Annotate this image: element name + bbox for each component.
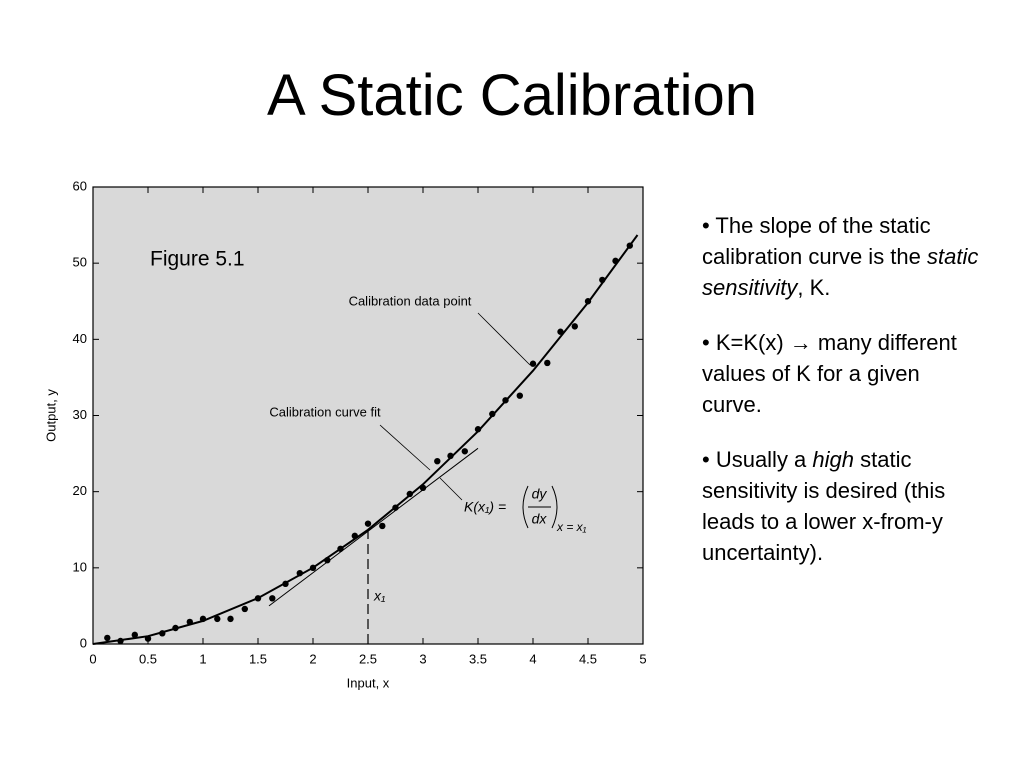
x-tick-label: 2.5 xyxy=(359,651,377,666)
x-tick-label: 3.5 xyxy=(469,651,487,666)
bullet-text: • The slope of the static calibration cu… xyxy=(702,213,931,269)
data-point xyxy=(599,276,606,284)
data-point xyxy=(337,545,344,552)
data-point xyxy=(557,328,564,335)
x-tick-label: 3 xyxy=(419,651,426,666)
y-tick-label: 0 xyxy=(80,635,87,650)
data-point xyxy=(612,257,619,265)
data-point xyxy=(254,595,262,602)
x-tick-label: 2 xyxy=(309,651,316,666)
annotation-leader xyxy=(477,312,531,366)
data-point xyxy=(296,569,303,577)
data-point xyxy=(584,298,592,305)
formula-denominator: dx xyxy=(532,511,548,527)
x-tick-label: 0.5 xyxy=(139,651,157,666)
formula-numerator: dy xyxy=(532,486,548,502)
bullet-list: • The slope of the static calibration cu… xyxy=(702,210,982,592)
bullet: • Usually a high static sensitivity is d… xyxy=(702,444,982,568)
formula-lhs: K(x₁) = xyxy=(464,499,506,515)
data-point xyxy=(626,242,633,249)
y-tick-label: 10 xyxy=(73,559,87,574)
data-point xyxy=(419,484,427,492)
data-point xyxy=(241,605,248,613)
y-tick-label: 50 xyxy=(73,255,87,270)
data-point xyxy=(379,522,386,530)
y-tick-label: 20 xyxy=(73,483,87,498)
data-point xyxy=(447,452,454,460)
x-tick-label: 4.5 xyxy=(579,651,597,666)
chart: 0 0.5 1 1.5 2 2.5 3 3.5 4 4.5 50102030405060Input,… xyxy=(43,178,646,690)
data-point xyxy=(104,634,111,642)
paren xyxy=(551,485,558,529)
data-point xyxy=(489,410,496,418)
data-point xyxy=(406,490,413,498)
marker-label: x₁ xyxy=(373,588,386,604)
data-point xyxy=(544,359,551,367)
data-point xyxy=(324,557,331,564)
x-tick-label: 4 xyxy=(529,651,536,666)
data-point xyxy=(474,426,482,433)
data-point xyxy=(434,458,441,465)
annotation: Calibration curve fit xyxy=(269,404,381,419)
data-point xyxy=(571,323,578,330)
data-point xyxy=(172,624,179,632)
data-point xyxy=(529,360,537,367)
data-point xyxy=(309,564,317,572)
formula-subscript: x = x₁ xyxy=(556,520,587,534)
y-axis-label: Output, y xyxy=(43,389,58,442)
data-point xyxy=(214,615,221,623)
x-tick-label: 0 xyxy=(89,651,96,666)
data-point xyxy=(461,448,468,455)
annotation-leader xyxy=(439,477,463,501)
data-point xyxy=(392,504,399,511)
data-point xyxy=(117,637,124,645)
data-point xyxy=(282,580,289,588)
data-point xyxy=(199,615,207,623)
bullet-text: , K. xyxy=(797,275,831,300)
bullet-text: static sensitivity is desired (this lead… xyxy=(702,447,946,565)
paren xyxy=(522,485,529,529)
y-tick-label: 40 xyxy=(73,331,87,346)
data-point xyxy=(269,595,276,602)
data-point xyxy=(227,615,234,623)
bullet-text: static sensitivity xyxy=(702,244,979,300)
bullet: • K=K(x) → many different values of K fo… xyxy=(702,327,982,420)
data-point xyxy=(351,532,358,540)
x-tick-label: 1 xyxy=(199,651,206,666)
y-tick-label: 60 xyxy=(73,178,87,193)
x-tick-label: 5 xyxy=(639,651,646,666)
bullet: • The slope of the static calibration cu… xyxy=(702,210,982,303)
annotation-leader xyxy=(379,424,431,471)
data-point xyxy=(159,630,166,637)
data-point xyxy=(186,618,193,626)
slide-title: A Static Calibration xyxy=(266,63,758,128)
annotation: Calibration data point xyxy=(349,293,472,308)
tangent-line xyxy=(268,447,479,607)
bullet-text: • Usually a xyxy=(702,447,813,472)
x-tick-label: 1.5 xyxy=(249,651,267,666)
data-point xyxy=(364,520,372,527)
x-axis-label: Input, x xyxy=(347,675,390,690)
bullet-text: high xyxy=(812,447,855,472)
data-point xyxy=(516,392,523,399)
bullet-text: • K=K(x) → many different values of K fo… xyxy=(702,330,957,417)
data-point xyxy=(502,397,509,404)
figure-label: Figure 5.1 xyxy=(150,248,245,271)
data-point xyxy=(131,631,138,639)
y-tick-label: 30 xyxy=(73,407,87,422)
data-point xyxy=(144,635,152,642)
